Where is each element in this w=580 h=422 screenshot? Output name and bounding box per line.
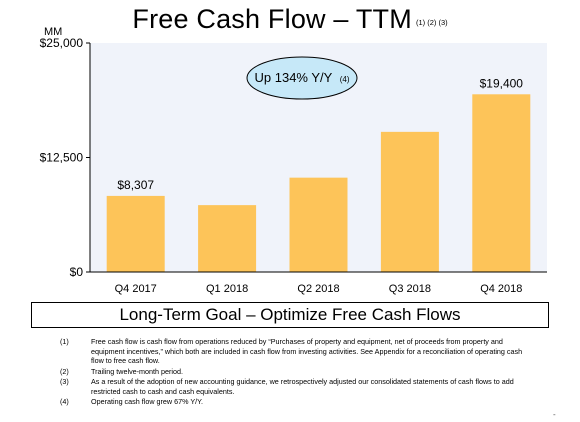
footnote-item: (1) Free cash flow is cash flow from ope… — [60, 337, 530, 366]
y-tick-label: $12,500 — [40, 151, 84, 165]
bars-group — [106, 94, 531, 273]
footnote-item: (4) Operating cash flow grew 67% Y/Y. — [60, 397, 530, 407]
footnote-text: Operating cash flow grew 67% Y/Y. — [91, 397, 204, 406]
x-tick-label: Q1 2018 — [206, 283, 248, 295]
footnote-number: (2) — [60, 366, 69, 376]
bar-data-label: $8,307 — [117, 178, 154, 192]
x-tick-label: Q2 2018 — [297, 283, 339, 295]
slide-title: Free Cash Flow – TTM (1) (2) (3) — [0, 4, 580, 35]
bar — [198, 205, 257, 272]
axes-group — [86, 42, 547, 273]
annotation-group: Up 134% Y/Y (4) — [246, 56, 358, 100]
growth-callout-text: Up 134% Y/Y (4) — [255, 70, 350, 85]
bar — [472, 94, 531, 273]
bar — [380, 131, 439, 272]
labels-group: Q4 2017 $8,307 Q1 2018 Q2 2018 Q3 2018 Q4 201… — [40, 36, 524, 295]
footnotes: (1) Free cash flow is cash flow from ope… — [60, 337, 530, 408]
x-tick-label: Q3 2018 — [389, 283, 431, 295]
footnote-item: (2) Trailing twelve-month period. — [60, 367, 530, 377]
long-term-goal-box: Long-Term Goal – Optimize Free Cash Flow… — [31, 302, 549, 328]
footnote-text: Trailing twelve-month period. — [91, 366, 184, 376]
slide-title-text: Free Cash Flow – TTM — [132, 4, 412, 34]
y-tick-label: $0 — [70, 265, 84, 279]
footnote-text: Free cash flow is cash flow from operati… — [91, 337, 523, 365]
x-tick-label: Q4 2018 — [480, 283, 522, 295]
free-cash-flow-bar-chart: Q4 2017 $8,307 Q1 2018 Q2 2018 Q3 2018 Q4 201… — [40, 36, 547, 295]
bar — [106, 195, 165, 272]
growth-callout-ellipse — [246, 56, 358, 100]
footnote-text: As a result of the adoption of new accou… — [91, 377, 514, 396]
y-tick-label: $25,000 — [40, 36, 84, 50]
y-axis-unit-label: MM — [44, 26, 63, 38]
footnote-number: (1) — [60, 337, 69, 346]
bar-data-label: $19,400 — [480, 76, 524, 90]
footnote-number: (4) — [60, 397, 69, 406]
growth-callout-footnote-ref: (4) — [340, 75, 350, 84]
bar — [289, 177, 348, 272]
slide-title-footnote-refs: (1) (2) (3) — [415, 18, 448, 27]
footnote-number: (3) — [60, 377, 69, 386]
growth-callout-main: Up 134% Y/Y — [255, 70, 333, 85]
x-tick-label: Q4 2017 — [115, 283, 157, 295]
page-marker: - — [553, 410, 556, 419]
footnote-item: (3) As a result of the adoption of new a… — [60, 377, 530, 396]
